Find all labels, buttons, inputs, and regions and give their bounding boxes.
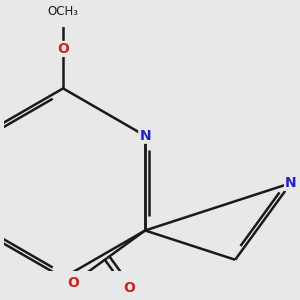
Text: N: N [285, 176, 297, 190]
Text: O: O [57, 42, 69, 56]
Text: O: O [67, 276, 79, 290]
Text: N: N [139, 129, 151, 143]
Text: OCH₃: OCH₃ [48, 5, 79, 18]
Text: O: O [123, 281, 135, 296]
